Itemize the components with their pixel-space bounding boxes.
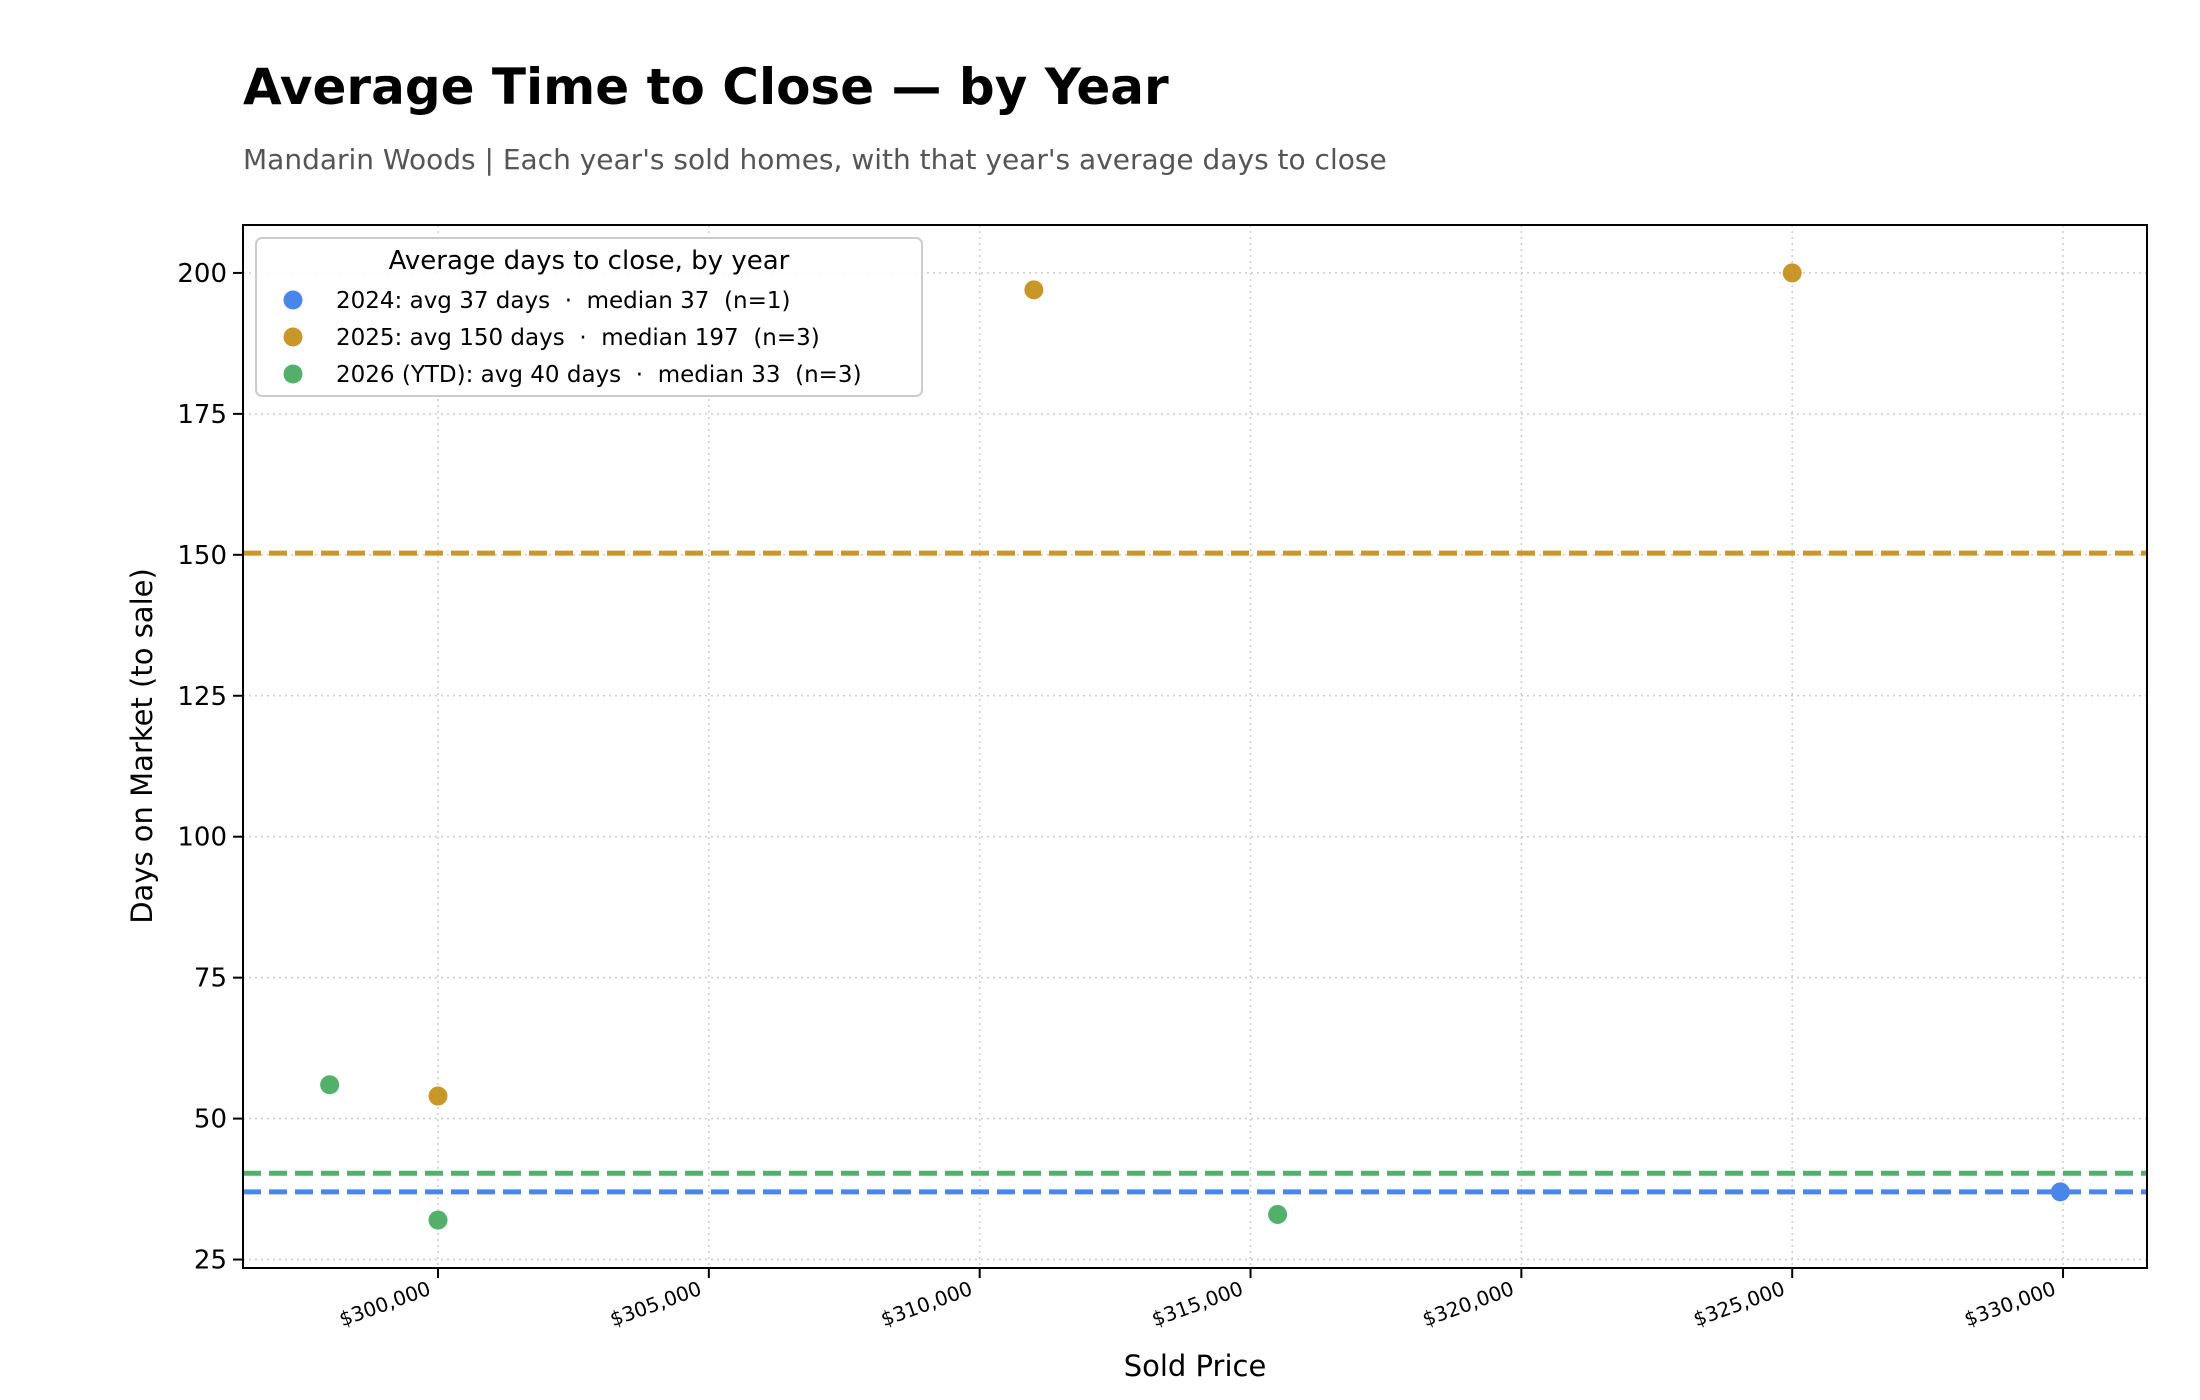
legend-label-2024: 2024: avg 37 days · median 37 (n=1) <box>336 288 790 314</box>
legend-box <box>255 237 923 397</box>
legend-marker-2026 <box>283 364 303 384</box>
x-tick-label: $315,000 <box>1148 1276 1246 1331</box>
point-2026 <box>320 1075 340 1095</box>
point-2025 <box>1024 280 1044 300</box>
y-tick-label: 100 <box>177 823 227 853</box>
y-tick-label: 25 <box>194 1246 227 1276</box>
y-tick-label: 200 <box>177 259 227 289</box>
x-tick-label: $325,000 <box>1690 1276 1788 1331</box>
legend: Average days to close, by year 2024: avg… <box>255 237 923 397</box>
y-tick-label: 50 <box>194 1105 227 1135</box>
legend-items: 2024: avg 37 days · median 37 (n=1) 2025:… <box>283 288 862 388</box>
y-axis-label: Days on Market (to sale) <box>125 568 159 924</box>
x-axis-label: Sold Price <box>1124 1349 1267 1383</box>
chart-subtitle: Mandarin Woods | Each year's sold homes,… <box>243 143 1387 176</box>
y-tick-label: 175 <box>177 400 227 430</box>
point-2026 <box>428 1210 448 1230</box>
legend-label-2025: 2025: avg 150 days · median 197 (n=3) <box>336 325 820 351</box>
y-tick-label: 125 <box>177 682 227 712</box>
x-axis: $300,000 $305,000 $310,000 $315,000 $320,000… <box>336 1268 2065 1331</box>
y-tick-label: 150 <box>177 541 227 571</box>
x-tick-label: $330,000 <box>1961 1276 2059 1331</box>
y-axis: 25 50 75 100 125 150 175 200 <box>177 259 243 1276</box>
legend-label-2026: 2026 (YTD): avg 40 days · median 33 (n=3… <box>336 362 862 388</box>
point-2026 <box>1268 1204 1288 1224</box>
point-2025 <box>428 1086 448 1106</box>
average-lines-layer <box>243 550 2147 1195</box>
y-tick-label: 75 <box>194 964 227 994</box>
x-tick-label: $310,000 <box>878 1276 976 1331</box>
point-2024 <box>2050 1182 2070 1202</box>
x-tick-label: $305,000 <box>607 1276 705 1331</box>
legend-marker-2024 <box>283 290 303 310</box>
point-2025 <box>1782 263 1802 283</box>
plot-frame <box>242 224 2148 1269</box>
chart-title: Average Time to Close — by Year <box>243 58 1169 116</box>
points-layer <box>320 263 2070 1230</box>
x-tick-label: $300,000 <box>336 1276 434 1331</box>
legend-marker-2025 <box>283 327 303 347</box>
legend-title: Average days to close, by year <box>389 246 790 276</box>
x-tick-label: $320,000 <box>1419 1276 1517 1331</box>
